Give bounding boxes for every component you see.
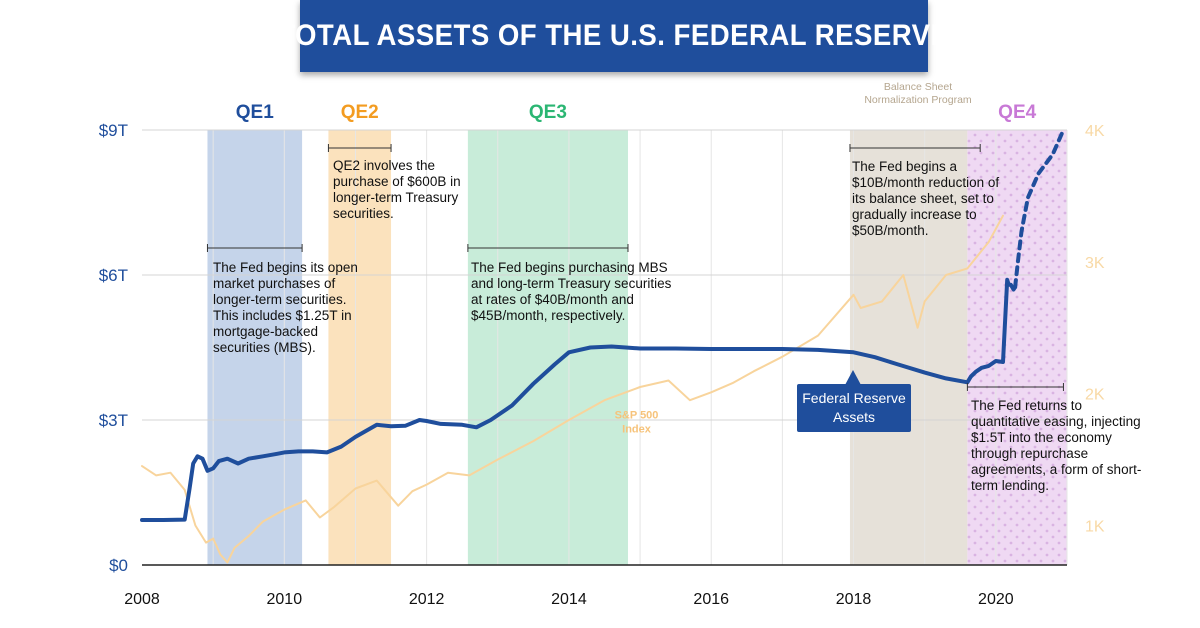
period-band-1 (328, 130, 392, 565)
y-right-tick-label: 3K (1085, 255, 1105, 272)
x-tick-label: 2008 (124, 591, 160, 608)
annotation-qe1: The Fed begins its open market purchases… (213, 260, 358, 355)
sp500-label: S&P 500 Index (615, 409, 659, 435)
y-left-tick-label: $9T (99, 121, 128, 140)
annotation-balance-sheet: The Fed begins a $10B/month reduction of… (852, 159, 1000, 238)
series-line-1 (1013, 128, 1066, 290)
balance-sheet-normalization-label: Balance Sheet Normalization Program (864, 81, 972, 106)
series-line-2 (141, 214, 1004, 564)
annotation-qe4: The Fed returns to quantitative easing, … (971, 398, 1142, 493)
period-band-0 (207, 130, 303, 565)
fed-assets-label: Federal Reserve Assets (797, 384, 911, 432)
period-label-qe1: QE1 (236, 102, 274, 123)
x-tick-label: 2010 (267, 591, 303, 608)
y-left-tick-label: $3T (99, 411, 128, 430)
annotation-qe2: QE2 involves the purchase of $600B in lo… (333, 158, 461, 221)
y-left-tick-label: $6T (99, 266, 128, 285)
x-tick-label: 2018 (836, 591, 872, 608)
x-tick-label: 2012 (409, 591, 445, 608)
fed-label-pointer (845, 370, 861, 385)
period-band-3 (849, 130, 968, 565)
x-tick-label: 2014 (551, 591, 587, 608)
x-tick-label: 2016 (693, 591, 729, 608)
y-right-tick-label: 4K (1085, 123, 1105, 140)
period-label-qe2: QE2 (341, 102, 379, 123)
title-banner: TOTAL ASSETS OF THE U.S. FEDERAL RESERVE (278, 0, 949, 72)
series-line-0 (140, 277, 1018, 522)
y-left-tick-label: $0 (109, 556, 128, 575)
period-label-qe4: QE4 (998, 102, 1036, 123)
period-label-qe3: QE3 (529, 102, 567, 123)
chart-title: TOTAL ASSETS OF THE U.S. FEDERAL RESERVE (278, 19, 950, 52)
y-right-tick-label: 2K (1085, 387, 1105, 404)
x-tick-label: 2020 (978, 591, 1014, 608)
annotation-qe3: The Fed begins purchasing MBS and long-t… (471, 260, 672, 323)
y-right-tick-label: 1K (1085, 518, 1105, 535)
period-pattern-4 (967, 130, 1067, 565)
